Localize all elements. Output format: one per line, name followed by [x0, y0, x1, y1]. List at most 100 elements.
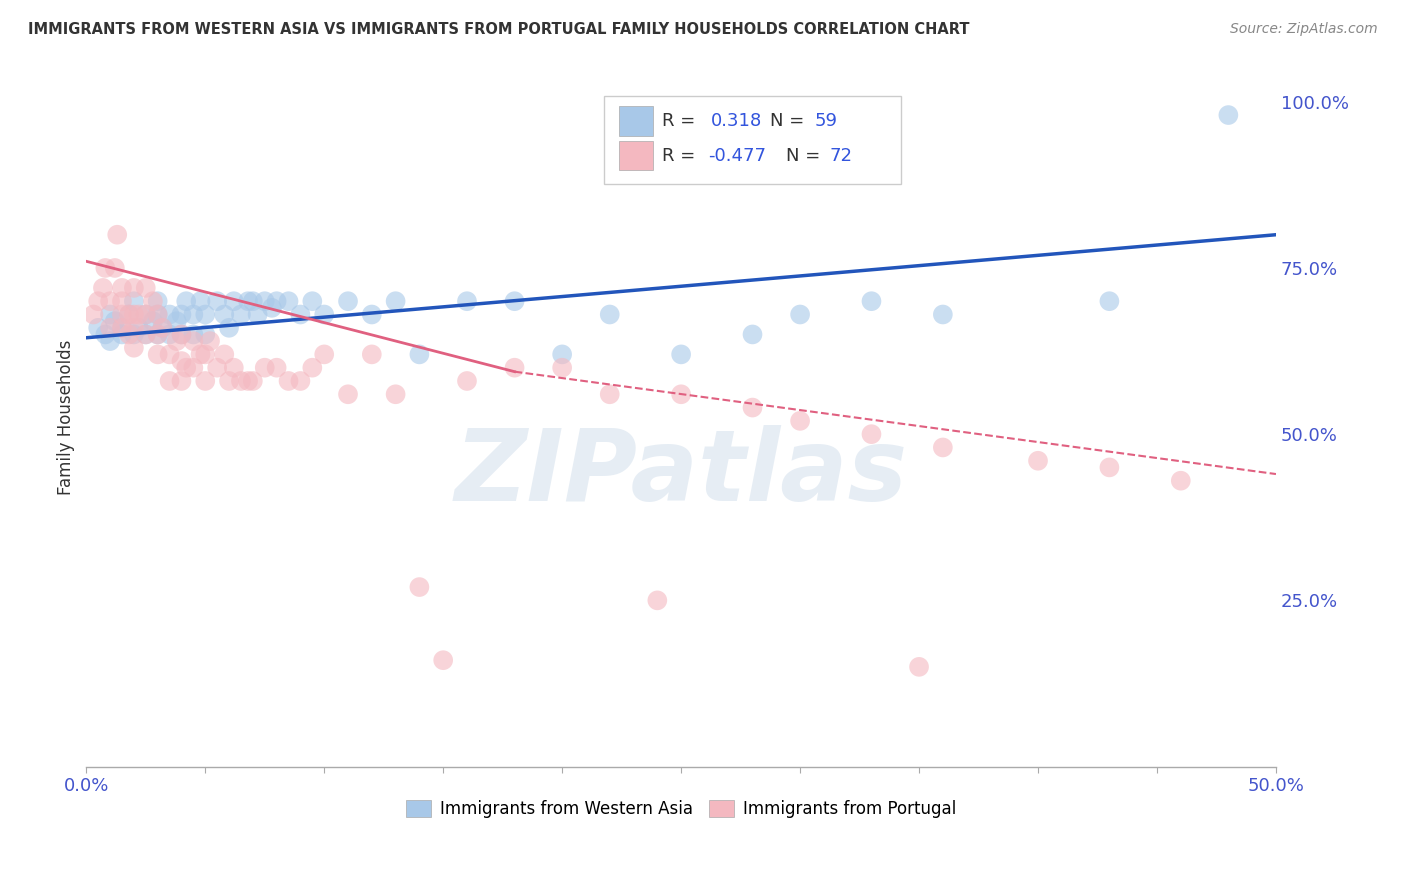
Point — [194, 327, 217, 342]
Point — [111, 294, 134, 309]
FancyBboxPatch shape — [603, 96, 901, 184]
Point — [142, 294, 165, 309]
Point — [860, 427, 883, 442]
Point — [183, 334, 205, 348]
Point — [408, 347, 430, 361]
Point — [194, 374, 217, 388]
Point — [111, 308, 134, 322]
Point — [229, 374, 252, 388]
Point — [152, 320, 174, 334]
Point — [360, 347, 382, 361]
Point — [246, 308, 269, 322]
Point — [932, 441, 955, 455]
Point — [277, 294, 299, 309]
Text: N =: N = — [786, 147, 825, 165]
Point — [128, 320, 150, 334]
Point — [98, 334, 121, 348]
Point — [94, 327, 117, 342]
Point — [146, 308, 169, 322]
Point — [135, 308, 157, 322]
Point — [253, 360, 276, 375]
Point — [152, 320, 174, 334]
Point — [198, 334, 221, 348]
Point — [222, 294, 245, 309]
Point — [142, 314, 165, 328]
FancyBboxPatch shape — [619, 106, 652, 136]
Point — [236, 374, 259, 388]
Point — [159, 347, 181, 361]
Y-axis label: Family Households: Family Households — [58, 340, 75, 495]
Point — [932, 308, 955, 322]
Point — [194, 347, 217, 361]
Point — [87, 294, 110, 309]
Point — [242, 294, 264, 309]
Point — [408, 580, 430, 594]
Point — [314, 308, 336, 322]
Point — [91, 281, 114, 295]
Point — [599, 308, 621, 322]
Point — [789, 308, 811, 322]
Point — [135, 281, 157, 295]
Point — [242, 374, 264, 388]
Text: -0.477: -0.477 — [709, 147, 766, 165]
Point — [170, 327, 193, 342]
Text: R =: R = — [662, 112, 702, 130]
Point — [741, 401, 763, 415]
Point — [122, 294, 145, 309]
Text: 72: 72 — [830, 147, 853, 165]
Text: ZIPatlas: ZIPatlas — [454, 425, 908, 522]
Point — [214, 347, 236, 361]
Point — [314, 347, 336, 361]
Point — [111, 320, 134, 334]
Point — [1170, 474, 1192, 488]
Point — [266, 294, 288, 309]
Point — [105, 227, 128, 242]
Point — [190, 294, 212, 309]
Point — [301, 360, 323, 375]
Point — [118, 308, 141, 322]
Point — [190, 347, 212, 361]
Point — [170, 308, 193, 322]
Point — [789, 414, 811, 428]
Point — [104, 314, 127, 328]
Point — [205, 360, 228, 375]
Point — [170, 354, 193, 368]
Point — [174, 360, 197, 375]
Point — [118, 327, 141, 342]
Point — [194, 308, 217, 322]
Point — [98, 294, 121, 309]
Point — [301, 294, 323, 309]
Point — [170, 327, 193, 342]
Text: IMMIGRANTS FROM WESTERN ASIA VS IMMIGRANTS FROM PORTUGAL FAMILY HOUSEHOLDS CORRE: IMMIGRANTS FROM WESTERN ASIA VS IMMIGRAN… — [28, 22, 970, 37]
Point — [551, 347, 574, 361]
Point — [159, 327, 181, 342]
Point — [1098, 294, 1121, 309]
Point — [205, 294, 228, 309]
Point — [229, 308, 252, 322]
Point — [277, 374, 299, 388]
Point — [159, 374, 181, 388]
Point — [146, 347, 169, 361]
Point — [122, 327, 145, 342]
Point — [290, 308, 312, 322]
Point — [183, 327, 205, 342]
Point — [98, 320, 121, 334]
Point — [82, 308, 104, 322]
Point — [174, 294, 197, 309]
Point — [253, 294, 276, 309]
Point — [146, 308, 169, 322]
Point — [337, 294, 360, 309]
Point — [170, 374, 193, 388]
Text: 0.318: 0.318 — [711, 112, 762, 130]
Point — [432, 653, 454, 667]
Point — [118, 308, 141, 322]
Point — [122, 341, 145, 355]
Point — [1218, 108, 1240, 122]
Point — [647, 593, 669, 607]
Point — [128, 308, 150, 322]
Point — [503, 360, 526, 375]
Point — [111, 281, 134, 295]
Point — [218, 374, 240, 388]
Point — [1026, 454, 1049, 468]
Point — [669, 387, 692, 401]
